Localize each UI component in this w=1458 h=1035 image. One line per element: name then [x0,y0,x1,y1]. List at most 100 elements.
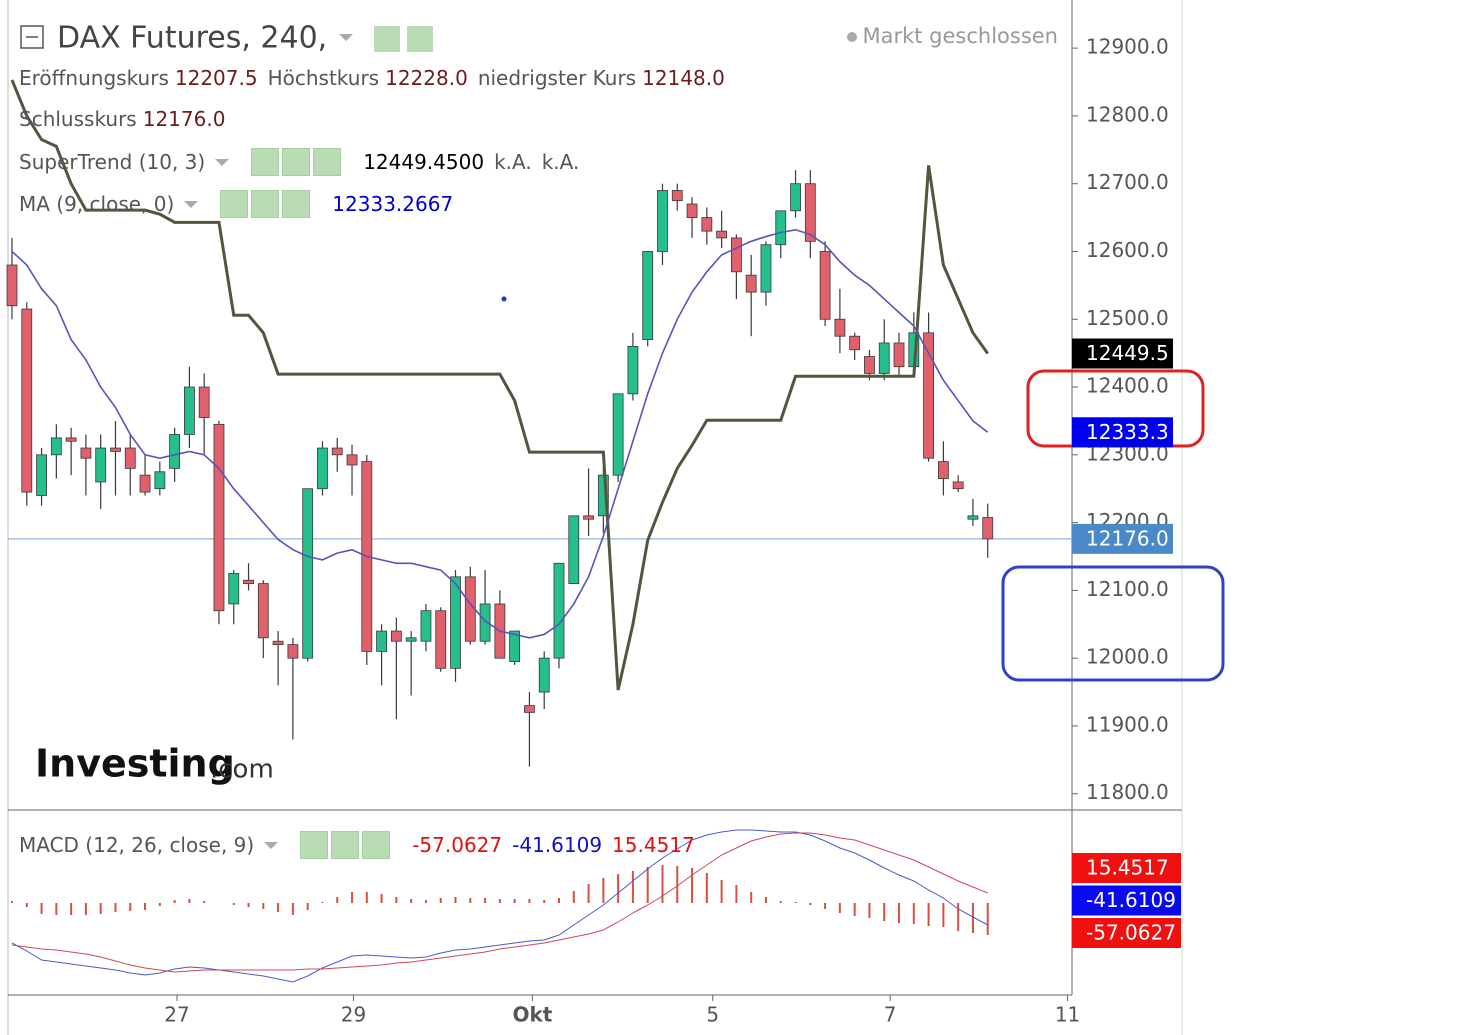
candle-body [849,335,861,351]
icon[interactable] [362,831,391,859]
value-tag [1072,918,1181,948]
macd-line [11,829,988,983]
y-tick-label: 12000.0 [1086,645,1169,669]
icon[interactable] [407,26,433,52]
candle-body [893,342,905,368]
market-status: Markt geschlossen [862,24,1058,48]
candle-body [243,579,254,585]
y-tick-label: 11900.0 [1086,712,1169,736]
candle-body [716,230,728,239]
ohlc-legend: Schlusskurs 12176.0 [19,107,225,131]
candle-body [524,705,535,713]
candle-body [671,190,683,202]
candle-body [376,630,387,652]
price-tag-label: 12176.0 [1086,526,1169,550]
indicator-value: 12333.2667 [332,192,454,216]
candle-body [937,461,949,479]
candle-body [435,610,447,669]
candle-body [982,517,994,540]
candle-body [169,434,181,469]
candle-body [331,447,343,456]
candle-body [198,386,210,418]
candle-body [110,447,121,452]
candle-body [390,630,402,642]
candle-body [95,447,107,483]
candle-body [80,447,92,459]
x-tick-label: 5 [706,1003,719,1027]
y-tick-label: 11800.0 [1086,780,1169,804]
candle-body [878,342,890,374]
candle-body [65,437,77,442]
title-dropdown[interactable] [339,34,353,41]
icon[interactable] [300,831,329,859]
candle-body [819,251,831,320]
candle-body [154,471,166,490]
candle-body [420,610,432,642]
y-tick-label: 12100.0 [1086,577,1169,601]
icon[interactable] [220,190,249,218]
icon[interactable] [282,190,311,218]
icon[interactable] [331,831,360,859]
candle-body [731,237,742,273]
value-tag [1072,885,1181,916]
legend-label: Schlusskurs [19,107,137,131]
legend-label: Eröffnungskurs [19,66,169,90]
candle-body [923,332,934,459]
x-tick-label: 11 [1055,1003,1080,1027]
price-tag-label: 12333.3 [1086,420,1169,444]
indicator-legend: MA (9, close, 0) 12333.2667 [19,190,453,218]
legend-value: 12228.0 [385,66,468,90]
status-dot [847,32,857,42]
dropdown[interactable] [215,158,230,166]
blue-annotation-box [1001,565,1225,682]
candle-body [50,437,62,456]
x-tick-label: Okt [512,1003,552,1027]
price-tag [1072,338,1173,369]
price-tag-label: 12449.5 [1086,341,1169,365]
price-tag [1072,523,1173,554]
y-tick-label: 12600.0 [1086,238,1169,262]
icon[interactable] [282,148,311,176]
candle-body [257,583,269,639]
icon[interactable] [251,190,280,218]
indicator-legend: MACD (12, 26, close, 9) -57.0627 -41.6109 1… [19,831,695,859]
candle-body [183,386,195,435]
indicator-value: 15.4517 [612,833,695,857]
collapse-button[interactable] [20,25,44,49]
candle-body [686,203,698,218]
legend-value: 12148.0 [642,66,725,90]
candle-body [612,393,624,476]
indicator-extra: k.A. [494,150,532,174]
candle-body [272,640,284,646]
indicator-value: -41.6109 [512,833,603,857]
candle-body [124,447,136,469]
candle-body [967,515,979,520]
dropdown[interactable] [184,200,199,208]
candle-body [864,356,875,374]
candle-body [139,474,151,493]
indicator-line [10,79,989,691]
chart-title: DAX Futures, 240, [57,21,327,56]
candle-body [642,251,654,340]
y-tick-label: 12900.0 [1086,35,1169,59]
candle-body [745,274,757,293]
candle-body [405,637,417,642]
icon[interactable] [313,148,342,176]
y-tick-label: 12700.0 [1086,170,1169,194]
icon[interactable] [374,26,400,52]
candle-body [790,183,801,212]
candle-body [701,217,713,232]
candle-body [36,454,47,496]
y-tick-label: 12500.0 [1086,306,1169,330]
candle-body [450,576,461,669]
indicator-value: 12449.4500 [363,150,485,174]
indicator-legend: SuperTrend (10, 3) 12449.4500 k.A. k.A. [19,148,579,176]
value-tag-label: 15.4517 [1086,856,1169,880]
candle-body [952,481,964,490]
x-tick-label: 27 [164,1003,189,1027]
candle-body [583,515,594,520]
icon[interactable] [251,148,280,176]
dropdown[interactable] [264,841,279,849]
